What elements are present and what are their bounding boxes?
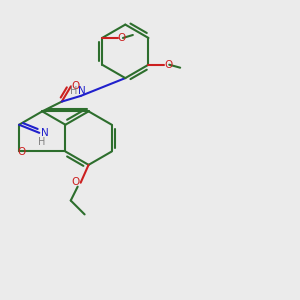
Text: O: O	[17, 148, 25, 158]
Text: H: H	[70, 86, 77, 96]
Text: O: O	[72, 177, 80, 187]
Text: N: N	[78, 86, 86, 96]
Text: O: O	[72, 81, 80, 91]
Text: O: O	[118, 33, 126, 43]
Text: O: O	[164, 60, 172, 70]
Text: H: H	[38, 137, 45, 147]
Text: N: N	[41, 128, 49, 138]
